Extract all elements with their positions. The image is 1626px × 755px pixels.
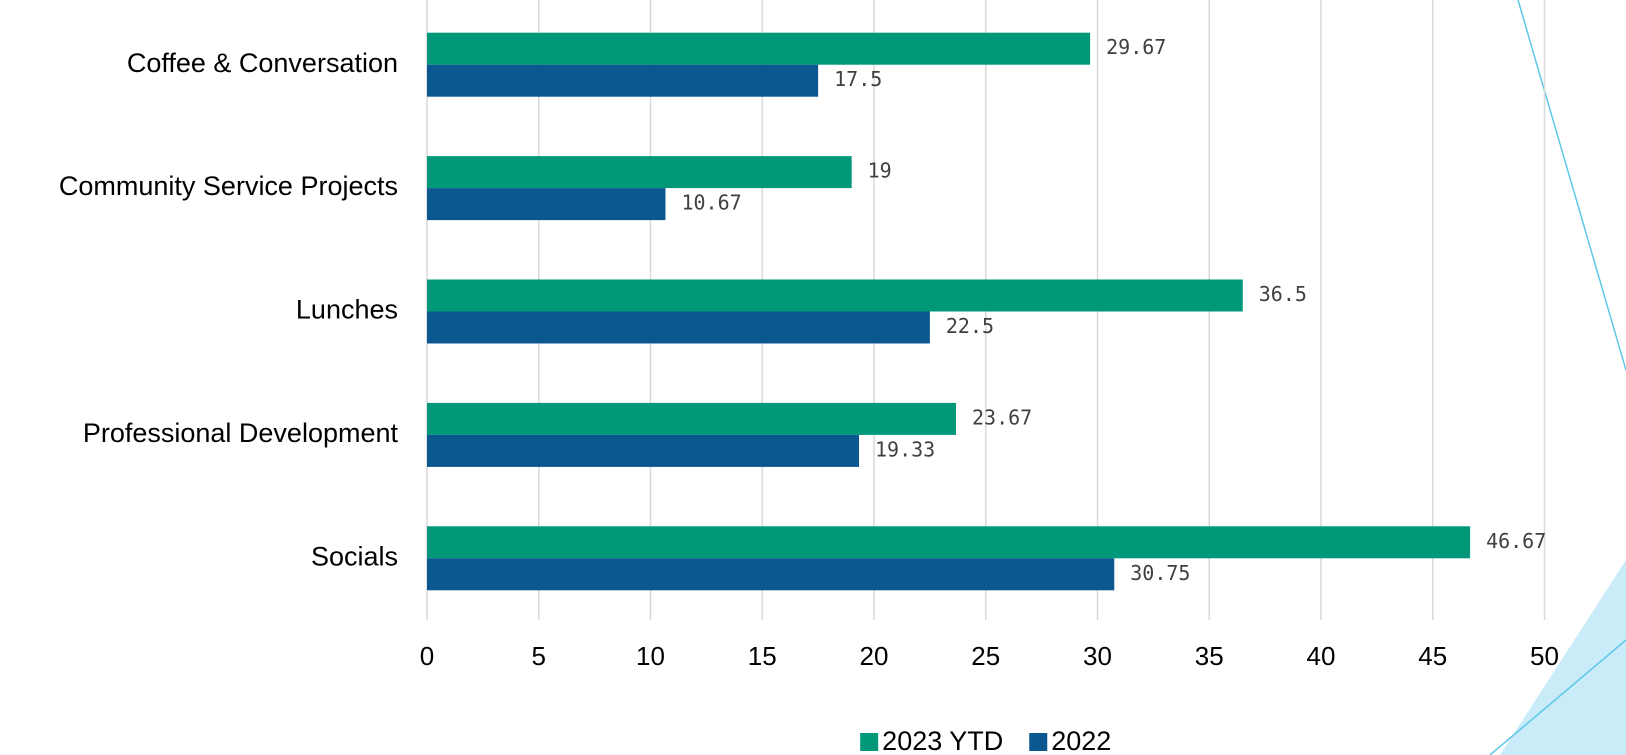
x-tick-label: 35 [1195, 641, 1224, 671]
bar [427, 280, 1243, 312]
x-tick-label: 50 [1530, 641, 1559, 671]
bar [427, 435, 859, 467]
y-tick-label: Lunches [296, 295, 398, 325]
x-tick-label: 40 [1307, 641, 1336, 671]
x-tick-label: 45 [1418, 641, 1447, 671]
x-tick-label: 25 [971, 641, 1000, 671]
bar [427, 33, 1090, 65]
legend-swatch [1029, 733, 1047, 751]
y-tick-label: Community Service Projects [59, 171, 398, 201]
data-label: 46.67 [1486, 529, 1546, 553]
bar [427, 526, 1470, 558]
data-label: 19 [868, 159, 892, 183]
y-tick-label: Professional Development [83, 418, 399, 448]
data-label: 22.5 [946, 314, 994, 338]
data-label: 23.67 [972, 405, 1032, 429]
x-tick-label: 20 [860, 641, 889, 671]
data-label: 36.5 [1259, 282, 1307, 306]
legend-label: 2023 YTD [882, 726, 1003, 755]
bar [427, 312, 930, 344]
legend-label: 2022 [1051, 726, 1111, 755]
y-tick-label: Coffee & Conversation [127, 48, 398, 78]
x-tick-label: 30 [1083, 641, 1112, 671]
decor-shape [1500, 560, 1626, 755]
x-tick-label: 10 [636, 641, 665, 671]
data-label: 29.67 [1106, 35, 1166, 59]
x-tick-label: 15 [748, 641, 777, 671]
bar [427, 65, 818, 97]
y-tick-label: Socials [311, 541, 398, 571]
bar [427, 558, 1114, 590]
bar [427, 156, 852, 188]
x-tick-label: 0 [420, 641, 434, 671]
legend: 2023 YTD 2022 [860, 726, 1111, 755]
data-label: 30.75 [1130, 561, 1190, 585]
bar [427, 403, 956, 435]
x-tick-label: 5 [532, 641, 546, 671]
chart: 0 5 10 15 20 25 30 35 40 45 50 Coffee & Conversatio… [0, 0, 1626, 755]
data-label: 17.5 [834, 67, 882, 91]
decor-line [1518, 0, 1626, 370]
data-label: 10.67 [681, 191, 741, 215]
data-label: 19.33 [875, 437, 935, 461]
legend-swatch [860, 733, 878, 751]
bar [427, 188, 665, 220]
